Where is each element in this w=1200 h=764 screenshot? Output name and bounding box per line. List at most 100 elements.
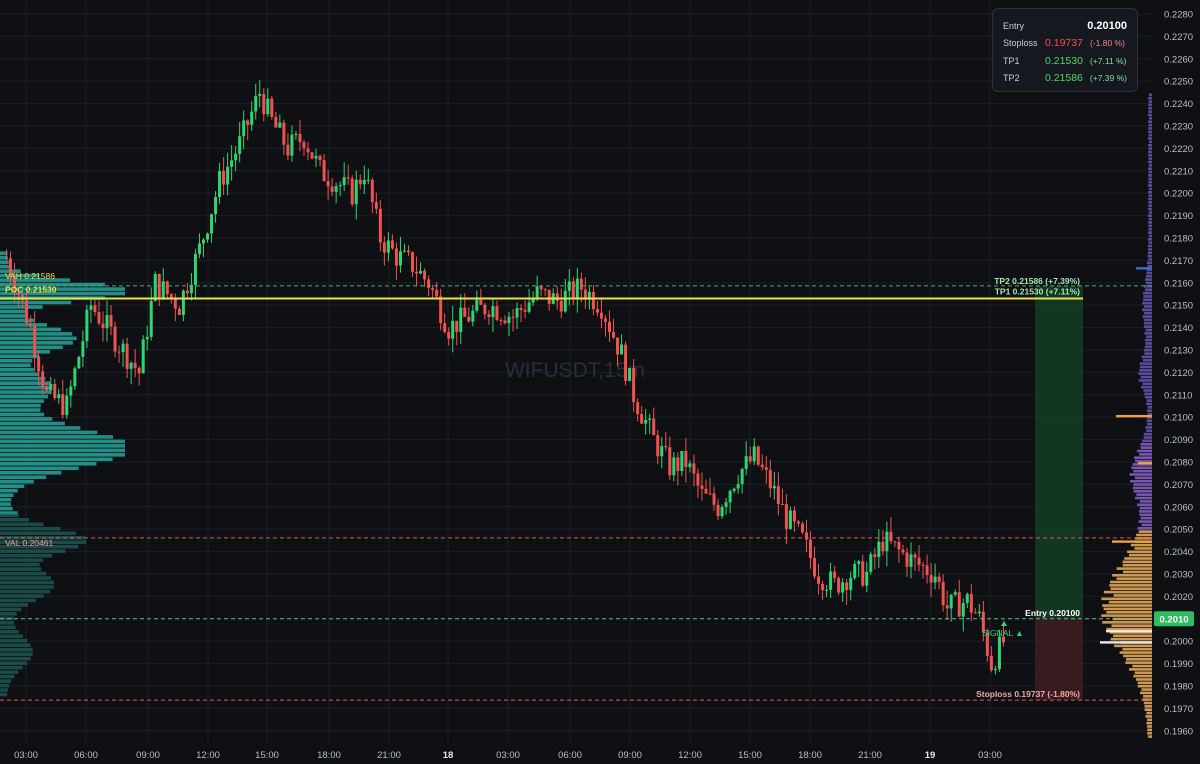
volume-profile-bar [1148, 167, 1152, 171]
candle-down [298, 133, 302, 143]
volume-profile-bar [1103, 590, 1152, 594]
volume-profile-bar [1144, 708, 1152, 711]
candle-down [668, 447, 672, 476]
volume-profile-bar [0, 430, 98, 435]
candle-up [527, 302, 531, 312]
volume-profile-bar [1139, 500, 1152, 503]
volume-profile-bar [0, 385, 53, 390]
volume-profile-bar [0, 585, 54, 589]
volume-profile-bar [1114, 644, 1152, 648]
candle-up [258, 93, 262, 96]
candle-down [969, 593, 973, 613]
volume-profile-bar [1148, 735, 1152, 738]
y-tick-label: 0.2090 [1164, 435, 1193, 446]
candle-down [704, 488, 708, 494]
stoploss-pct: (-1.80 %) [1089, 38, 1125, 49]
time-axis[interactable]: 03:00 06:00 09:00 12:00 15:00 18:00 21:00 18 03:… [14, 750, 1002, 761]
volume-profile-bar [1137, 681, 1152, 685]
volume-profile-bar [0, 679, 12, 683]
y-tick-label: 0.2240 [1164, 99, 1193, 110]
candle-down [809, 539, 812, 558]
volume-profile-bar [1143, 305, 1152, 308]
y-tick-label: 0.1990 [1164, 659, 1193, 670]
volume-profile-bar [1139, 513, 1152, 517]
volume-profile-bar [1143, 348, 1152, 352]
volume-profile-bar [0, 576, 51, 580]
candle-up [977, 611, 981, 614]
candle-down [813, 557, 817, 577]
candle-up [953, 592, 957, 595]
volume-profile-bar [1144, 288, 1152, 291]
candle-down [612, 331, 616, 338]
volume-profile-bar [0, 282, 105, 287]
candle-down [29, 323, 33, 326]
volume-profile-bar [0, 607, 22, 612]
volume-profile-bar [1140, 375, 1152, 379]
volume-profile-bar [0, 327, 62, 332]
volume-profile-bar [0, 580, 54, 585]
candle-down [555, 293, 559, 301]
volume-profile-bar [1134, 671, 1152, 675]
last-price-tag [1154, 611, 1194, 627]
volume-profile-bar [1143, 432, 1152, 436]
candle-down [543, 289, 547, 291]
candle-up [89, 305, 93, 310]
volume-profile-bar [1147, 718, 1152, 722]
volume-profile-bar [0, 647, 33, 652]
tp2-row: TP2 0.21586 (+7.39 %) [1003, 70, 1127, 88]
volume-profile-bar [1147, 238, 1152, 241]
candle-up [752, 446, 756, 462]
candle-up [909, 554, 913, 567]
x-tick-label: 15:00 [738, 750, 762, 761]
volume-profile-bar [1140, 442, 1152, 446]
volume-profile-bar [1142, 439, 1152, 443]
candle-up [230, 160, 234, 167]
candle-up [587, 292, 591, 300]
volume-profile-bar [0, 403, 41, 408]
x-tick-label: 09:00 [136, 750, 160, 761]
candle-up [354, 179, 358, 205]
candle-down [571, 281, 575, 300]
volume-profile-bar [0, 522, 44, 527]
candle-down [764, 467, 768, 470]
volume-profile-bar [1134, 456, 1152, 459]
candle-up [732, 488, 736, 491]
volume-profile-bar [0, 638, 28, 643]
tp1-pct: (+7.11 %) [1089, 55, 1127, 66]
candle-down [800, 523, 804, 533]
volume-profile-bar [1143, 285, 1152, 288]
volume-profile-bar [1148, 117, 1152, 120]
volume-profile-bar [1148, 180, 1152, 184]
candle-up [744, 456, 748, 470]
candle-down [25, 300, 29, 324]
volume-profile-bar [1112, 617, 1152, 621]
volume-profile-bar [1140, 516, 1152, 520]
candle-up [314, 155, 318, 159]
candle-down [833, 571, 837, 579]
candle-down [330, 186, 334, 192]
candle-down [780, 503, 784, 505]
volume-profile-bar [1148, 194, 1152, 197]
signal-label: SIGNAL ▲ [982, 628, 1024, 638]
volume-profile-bar [1124, 557, 1152, 560]
candle-up [475, 299, 479, 311]
volume-profile-bar [1134, 496, 1152, 500]
volume-profile-bar [1148, 214, 1152, 218]
volume-profile-bar [0, 497, 12, 502]
candle-down [431, 287, 435, 290]
volume-profile-bar [0, 305, 43, 309]
candle-up [73, 368, 77, 387]
volume-profile-bar [0, 394, 48, 399]
price-axis[interactable]: 0.2280 0.2270 0.2260 0.2250 0.2240 0.2230 0.22… [1154, 10, 1194, 738]
candle-down [893, 541, 897, 543]
candle-up [342, 177, 346, 186]
volume-profile-bar [1144, 278, 1152, 281]
volume-profile-bar [1148, 110, 1152, 113]
y-tick-label: 0.2270 [1164, 32, 1193, 43]
volume-profile-bar [1143, 318, 1152, 322]
candle-down [760, 464, 764, 468]
candle-down [595, 309, 599, 313]
volume-profile-bar [0, 453, 125, 457]
